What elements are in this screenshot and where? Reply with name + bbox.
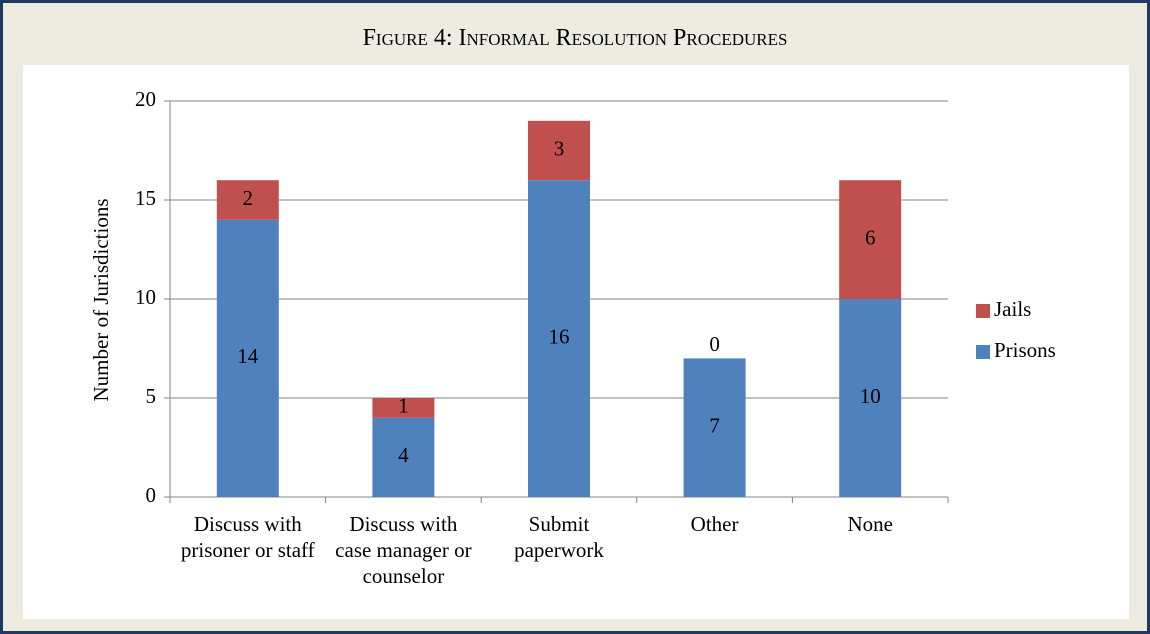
y-tick-label: 10 xyxy=(135,285,156,309)
data-label: 0 xyxy=(709,332,720,356)
data-label: 7 xyxy=(709,414,720,438)
x-tick-label: Discuss with case manager or counselor xyxy=(335,512,472,588)
bar-segment xyxy=(216,180,279,220)
y-tick-label: 15 xyxy=(135,186,156,210)
bar-segment xyxy=(372,417,435,497)
chart-title: Figure 4: Informal Resolution Procedures xyxy=(362,25,788,51)
legend-label: Prisons xyxy=(994,338,1056,362)
bar-segment xyxy=(528,180,590,497)
bar-segment xyxy=(528,120,590,181)
x-tick-label: Submit paperwork xyxy=(514,512,604,562)
chart: Number of Jurisdictions 0 5 10 15 20 14 2 4 1 16 3… xyxy=(89,87,1056,507)
bar-segment xyxy=(683,358,746,497)
y-axis-label: Number of Jurisdictions xyxy=(89,199,113,402)
data-label: 14 xyxy=(237,344,259,368)
data-label: 16 xyxy=(549,324,570,348)
data-label: 4 xyxy=(398,443,409,467)
y-tick-label: 20 xyxy=(135,87,156,111)
data-label: 10 xyxy=(860,384,881,408)
x-tick-label: Discuss with prisoner or staff xyxy=(180,512,315,562)
x-tick-label: None xyxy=(847,512,893,536)
data-label: 3 xyxy=(554,136,565,160)
x-tick-label: Other xyxy=(690,512,739,536)
data-label: 1 xyxy=(398,394,409,418)
data-label: 2 xyxy=(243,186,254,210)
y-tick-label: 5 xyxy=(146,384,157,408)
bar-segment xyxy=(839,299,902,497)
bar-segment xyxy=(839,180,902,299)
data-label: 6 xyxy=(865,225,876,249)
legend-swatch xyxy=(976,345,990,359)
legend-label: Jails xyxy=(994,297,1031,321)
y-tick-label: 0 xyxy=(146,483,157,507)
bar-segment xyxy=(372,398,435,418)
legend-swatch xyxy=(976,304,990,318)
bar-segment xyxy=(216,219,279,498)
